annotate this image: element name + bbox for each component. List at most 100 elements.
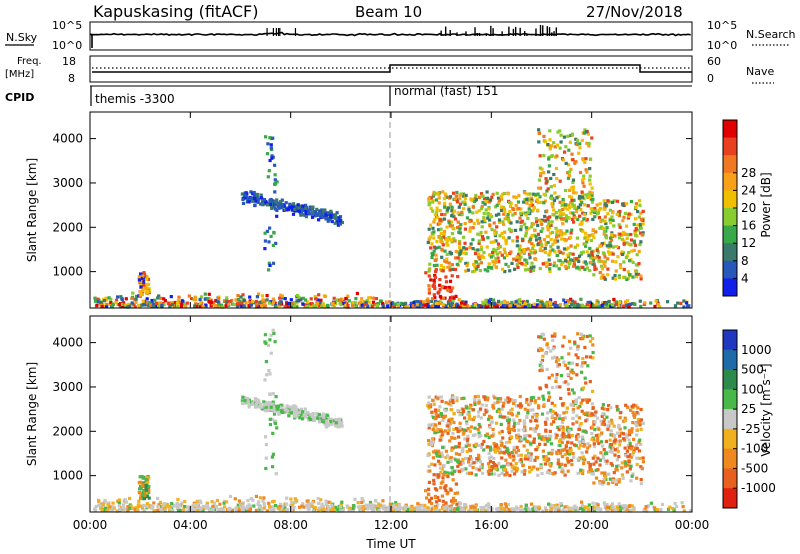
scatter-cell [448, 195, 453, 199]
scatter-cell [560, 440, 564, 445]
scatter-cell [303, 413, 307, 417]
scatter-cell [617, 480, 621, 484]
scatter-cell [589, 238, 593, 243]
scatter-cell [437, 290, 441, 294]
scatter-cell [484, 305, 488, 309]
scatter-cell [627, 212, 631, 216]
scatter-cell [453, 267, 458, 272]
scatter-cell [224, 500, 229, 504]
scatter-cell [490, 507, 494, 511]
scatter-cell [295, 305, 299, 309]
scatter-cell [412, 300, 416, 305]
scatter-cell [483, 509, 487, 513]
scatter-cell [632, 239, 636, 243]
scatter-cell [634, 421, 638, 426]
scatter-cell [511, 398, 515, 402]
scatter-cell [621, 237, 625, 242]
scatter-cell [586, 413, 590, 417]
y-tick-label: 3000 [52, 176, 83, 190]
scatter-cell [571, 400, 576, 404]
scatter-cell [338, 222, 342, 226]
scatter-cell [266, 142, 270, 146]
scatter-cell [507, 452, 511, 456]
freq-panel-frame [89, 55, 693, 83]
scatter-cell [467, 460, 471, 464]
scatter-cell [236, 297, 241, 302]
scatter-cell [93, 507, 97, 511]
scatter-cell [205, 506, 209, 510]
scatter-cell [301, 296, 305, 300]
scatter-cell [156, 508, 160, 512]
scatter-cell [563, 448, 567, 452]
scatter-cell [447, 261, 451, 265]
scatter-cell [460, 396, 464, 401]
scatter-cell [222, 501, 226, 505]
scatter-cell [189, 297, 194, 301]
scatter-cell [680, 501, 684, 505]
scatter-cell [336, 507, 340, 511]
scatter-cell [606, 424, 610, 428]
scatter-cell [277, 201, 281, 205]
scatter-cell [541, 354, 545, 358]
scatter-cell [244, 301, 248, 305]
scatter-cell [416, 502, 420, 506]
scatter-cell [495, 421, 499, 425]
scatter-cell [606, 257, 610, 261]
scatter-cell [442, 265, 446, 270]
scatter-cell [285, 302, 289, 306]
scatter-cell [622, 260, 626, 264]
scatter-cell [530, 198, 534, 202]
scatter-cell [310, 504, 315, 508]
scatter-cell [271, 431, 275, 435]
scatter-cell [571, 422, 575, 426]
scatter-cell [561, 425, 565, 430]
scatter-cell [553, 191, 557, 195]
scatter-cell [150, 298, 154, 303]
scatter-cell [601, 301, 605, 305]
scatter-cell [520, 470, 524, 474]
scatter-cell [624, 403, 628, 407]
scatter-cell [605, 505, 609, 509]
scatter-cell [271, 465, 275, 469]
scatter-cell [111, 508, 115, 512]
scatter-cell [445, 471, 449, 475]
scatter-cell [467, 417, 471, 421]
scatter-cell [488, 459, 492, 463]
scatter-cell [593, 256, 597, 260]
scatter-cell [658, 305, 662, 309]
scatter-cell [603, 264, 607, 268]
scatter-cell [569, 167, 573, 171]
scatter-cell [569, 346, 573, 350]
scatter-cell [524, 248, 528, 252]
scatter-cell [439, 263, 443, 268]
scatter-cell [522, 200, 526, 204]
scatter-cell [276, 404, 280, 408]
scatter-cell [555, 154, 559, 158]
scatter-cell [555, 233, 559, 237]
scatter-cell [508, 201, 512, 205]
scatter-cell [575, 142, 579, 147]
scatter-cell [564, 219, 569, 223]
scatter-cell [603, 471, 607, 475]
colorbar-swatch [723, 155, 737, 174]
scatter-cell [549, 194, 554, 198]
scatter-cell [267, 240, 271, 244]
scatter-cell [517, 259, 522, 263]
scatter-cell [451, 398, 455, 402]
scatter-cell [534, 257, 538, 261]
scatter-cell [287, 414, 291, 418]
scatter-cell [417, 303, 422, 307]
scatter-cell [544, 435, 548, 439]
scatter-cell [608, 443, 612, 447]
scatter-cell [518, 247, 522, 251]
scatter-cell [639, 407, 643, 412]
scatter-cell [444, 275, 448, 279]
power-scatter [93, 128, 691, 309]
scatter-cell [271, 243, 275, 247]
scatter-cell [547, 502, 551, 506]
scatter-cell [482, 395, 486, 399]
scatter-cell [283, 297, 287, 301]
scatter-cell [386, 304, 390, 308]
scatter-cell [535, 413, 539, 418]
scatter-cell [549, 442, 554, 446]
